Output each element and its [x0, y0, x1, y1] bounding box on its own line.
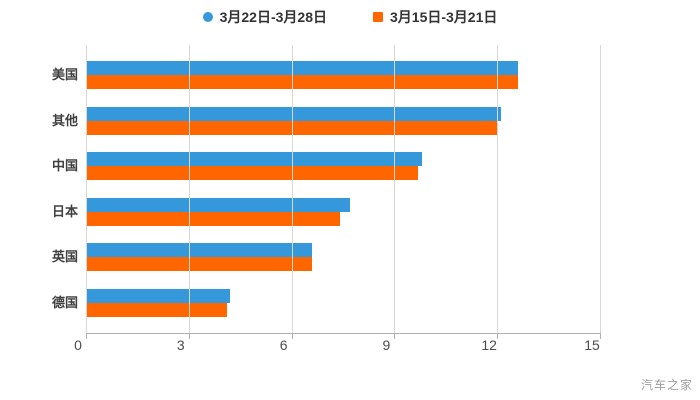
bar[interactable] [86, 166, 419, 180]
x-tick [188, 334, 190, 339]
gridline [600, 45, 601, 333]
x-tick-label: 12 [481, 337, 497, 353]
category-label: 日本 [51, 203, 78, 219]
category-label: 德国 [51, 294, 78, 310]
watermark: 汽车之家 [640, 378, 693, 392]
legend-marker-square-icon [373, 12, 383, 22]
x-axis-line [86, 333, 601, 334]
gridline [497, 45, 499, 333]
x-tick-label: 9 [382, 337, 391, 353]
bar[interactable] [86, 197, 350, 212]
category-label: 英国 [51, 249, 78, 264]
x-tick-label: 3 [176, 337, 185, 353]
category-label: 中国 [51, 158, 78, 173]
x-tick [497, 334, 499, 339]
bar[interactable] [86, 61, 518, 75]
legend-item-label: 3月22日-3月28日 [219, 9, 327, 25]
plot-area [86, 45, 601, 333]
x-tick [394, 334, 396, 339]
legend-item-week2[interactable]: 3月22日-3月28日 [202, 6, 327, 28]
gridline [394, 45, 396, 333]
bar[interactable] [86, 106, 501, 121]
legend-item-week1[interactable]: 3月15日-3月21日 [373, 6, 497, 28]
x-tick-label: 6 [279, 337, 288, 353]
bar[interactable] [86, 243, 313, 257]
category-label: 美国 [51, 67, 78, 82]
x-tick [86, 334, 87, 339]
bar[interactable] [86, 288, 230, 303]
gridline [188, 45, 190, 333]
legend-marker-circle-icon [202, 12, 213, 22]
bar[interactable] [86, 152, 422, 166]
bar[interactable] [86, 75, 518, 89]
legend-item-label: 3月15日-3月21日 [390, 9, 498, 25]
gridline [86, 45, 87, 333]
category-label: 其他 [51, 112, 78, 128]
x-tick [600, 334, 601, 339]
bar[interactable] [86, 211, 340, 226]
x-tick-label: 15 [584, 337, 600, 353]
legend: 3月22日-3月28日 3月15日-3月21日 [0, 6, 700, 28]
gridline [291, 45, 293, 333]
bar[interactable] [86, 257, 313, 271]
x-tick-label: 0 [74, 337, 82, 353]
bar[interactable] [86, 302, 227, 317]
x-tick [291, 334, 293, 339]
